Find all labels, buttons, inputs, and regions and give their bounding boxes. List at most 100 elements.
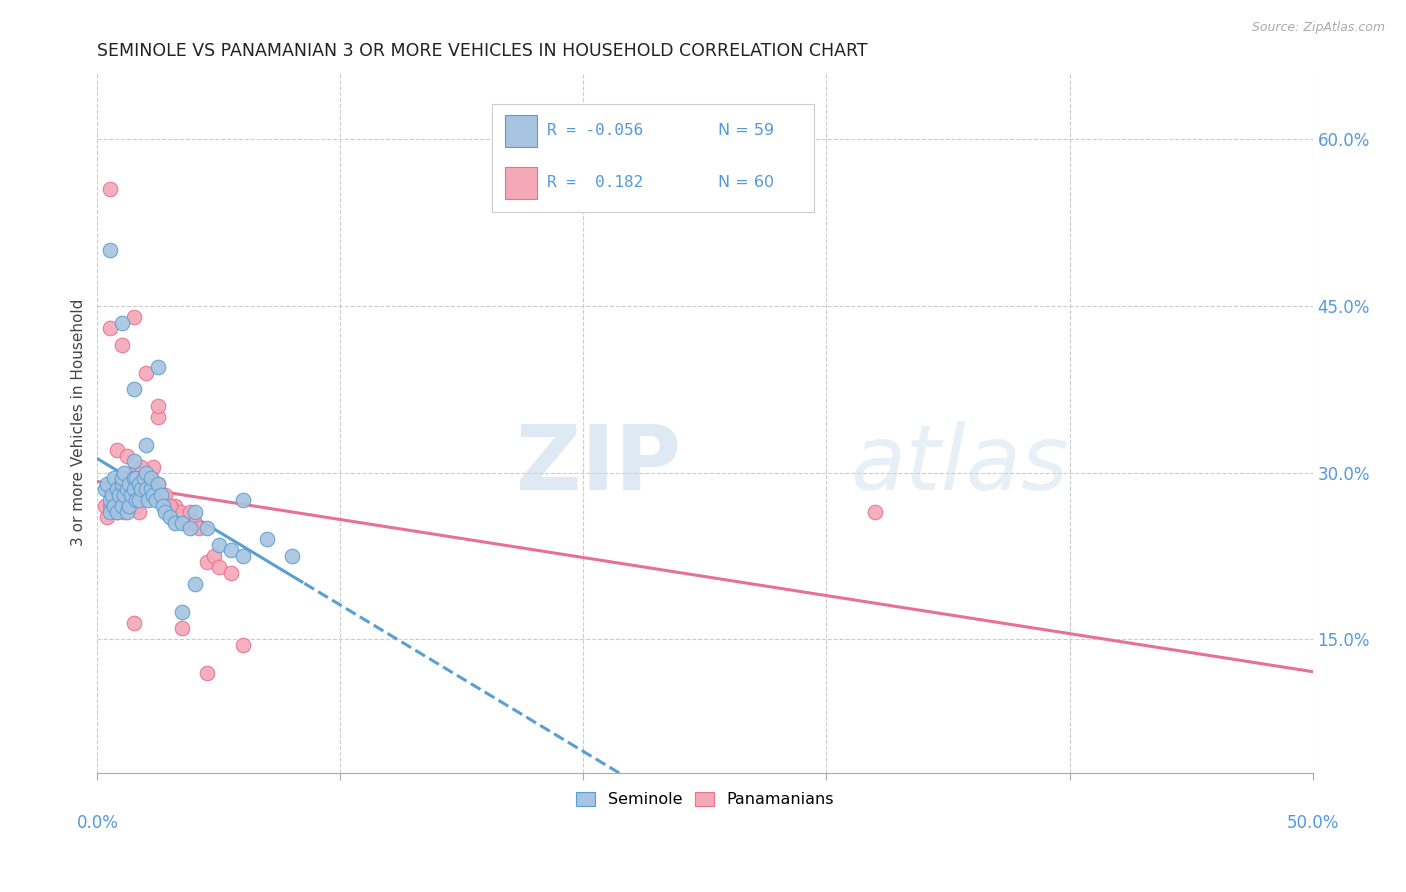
Point (138, 488, 160, 502)
Point (135, 366, 157, 380)
Point (98, 499, 121, 513)
Point (232, 549, 254, 563)
Point (169, 504, 191, 518)
Point (152, 499, 174, 513)
Point (165, 516, 187, 530)
Point (146, 476, 169, 491)
Point (105, 504, 128, 518)
Point (122, 471, 145, 485)
Point (281, 549, 304, 563)
Point (129, 471, 152, 485)
Point (129, 483, 152, 497)
Point (98, 244, 121, 258)
Point (232, 493, 254, 508)
Point (138, 493, 160, 508)
Point (195, 521, 218, 535)
Point (118, 483, 141, 497)
Point (135, 483, 157, 497)
Point (139, 471, 162, 485)
Text: ZIP: ZIP (516, 421, 681, 508)
Point (195, 665, 218, 680)
Point (159, 510, 181, 524)
Point (111, 471, 134, 485)
Point (103, 499, 125, 513)
Point (142, 460, 165, 475)
Point (142, 488, 165, 502)
Point (93, 483, 115, 497)
Point (108, 483, 131, 497)
Point (115, 483, 138, 497)
Point (128, 476, 150, 491)
Point (179, 504, 201, 518)
Point (135, 466, 157, 480)
Point (208, 538, 231, 552)
Point (101, 488, 124, 502)
Point (188, 521, 211, 535)
Point (101, 499, 124, 513)
Point (122, 454, 145, 468)
Point (103, 488, 125, 502)
Legend: Seminole, Panamanians: Seminole, Panamanians (569, 785, 841, 814)
Point (129, 460, 152, 475)
Point (122, 466, 145, 480)
Point (155, 488, 177, 502)
Point (172, 621, 194, 635)
Point (129, 483, 152, 497)
Point (125, 493, 148, 508)
Point (112, 493, 135, 508)
Point (149, 488, 172, 502)
Point (208, 560, 231, 574)
Point (179, 521, 201, 535)
Point (118, 476, 141, 491)
Text: 50.0%: 50.0% (1286, 814, 1339, 832)
Point (146, 476, 169, 491)
Point (145, 493, 167, 508)
Point (159, 504, 181, 518)
Point (111, 316, 134, 330)
Point (98, 483, 121, 497)
Point (149, 488, 172, 502)
Point (135, 438, 157, 452)
Point (111, 476, 134, 491)
Point (122, 382, 145, 396)
Point (219, 543, 242, 558)
Point (132, 488, 155, 502)
Point (96, 510, 118, 524)
Point (152, 493, 174, 508)
Point (120, 493, 142, 508)
Point (93, 499, 115, 513)
Point (112, 488, 135, 502)
Point (155, 504, 177, 518)
Point (128, 504, 150, 518)
Point (122, 483, 145, 497)
Point (122, 615, 145, 630)
Point (111, 483, 134, 497)
Point (146, 359, 169, 374)
Point (165, 499, 187, 513)
Point (105, 483, 128, 497)
Point (232, 638, 254, 652)
Point (115, 493, 138, 508)
Point (172, 605, 194, 619)
Point (135, 466, 157, 480)
Point (122, 471, 145, 485)
Point (146, 399, 169, 413)
Point (183, 576, 205, 591)
Point (118, 499, 141, 513)
Text: 0.0%: 0.0% (76, 814, 118, 832)
Point (115, 449, 138, 463)
Point (103, 471, 125, 485)
Point (863, 504, 886, 518)
Point (98, 321, 121, 335)
Text: Source: ZipAtlas.com: Source: ZipAtlas.com (1251, 21, 1385, 34)
Point (202, 549, 225, 563)
Point (111, 471, 134, 485)
Point (256, 533, 278, 547)
Point (145, 483, 167, 497)
Point (122, 310, 145, 324)
Point (139, 471, 162, 485)
Point (146, 410, 169, 425)
Text: SEMINOLE VS PANAMANIAN 3 OR MORE VEHICLES IN HOUSEHOLD CORRELATION CHART: SEMINOLE VS PANAMANIAN 3 OR MORE VEHICLE… (97, 42, 868, 60)
Point (173, 516, 195, 530)
Point (132, 471, 155, 485)
